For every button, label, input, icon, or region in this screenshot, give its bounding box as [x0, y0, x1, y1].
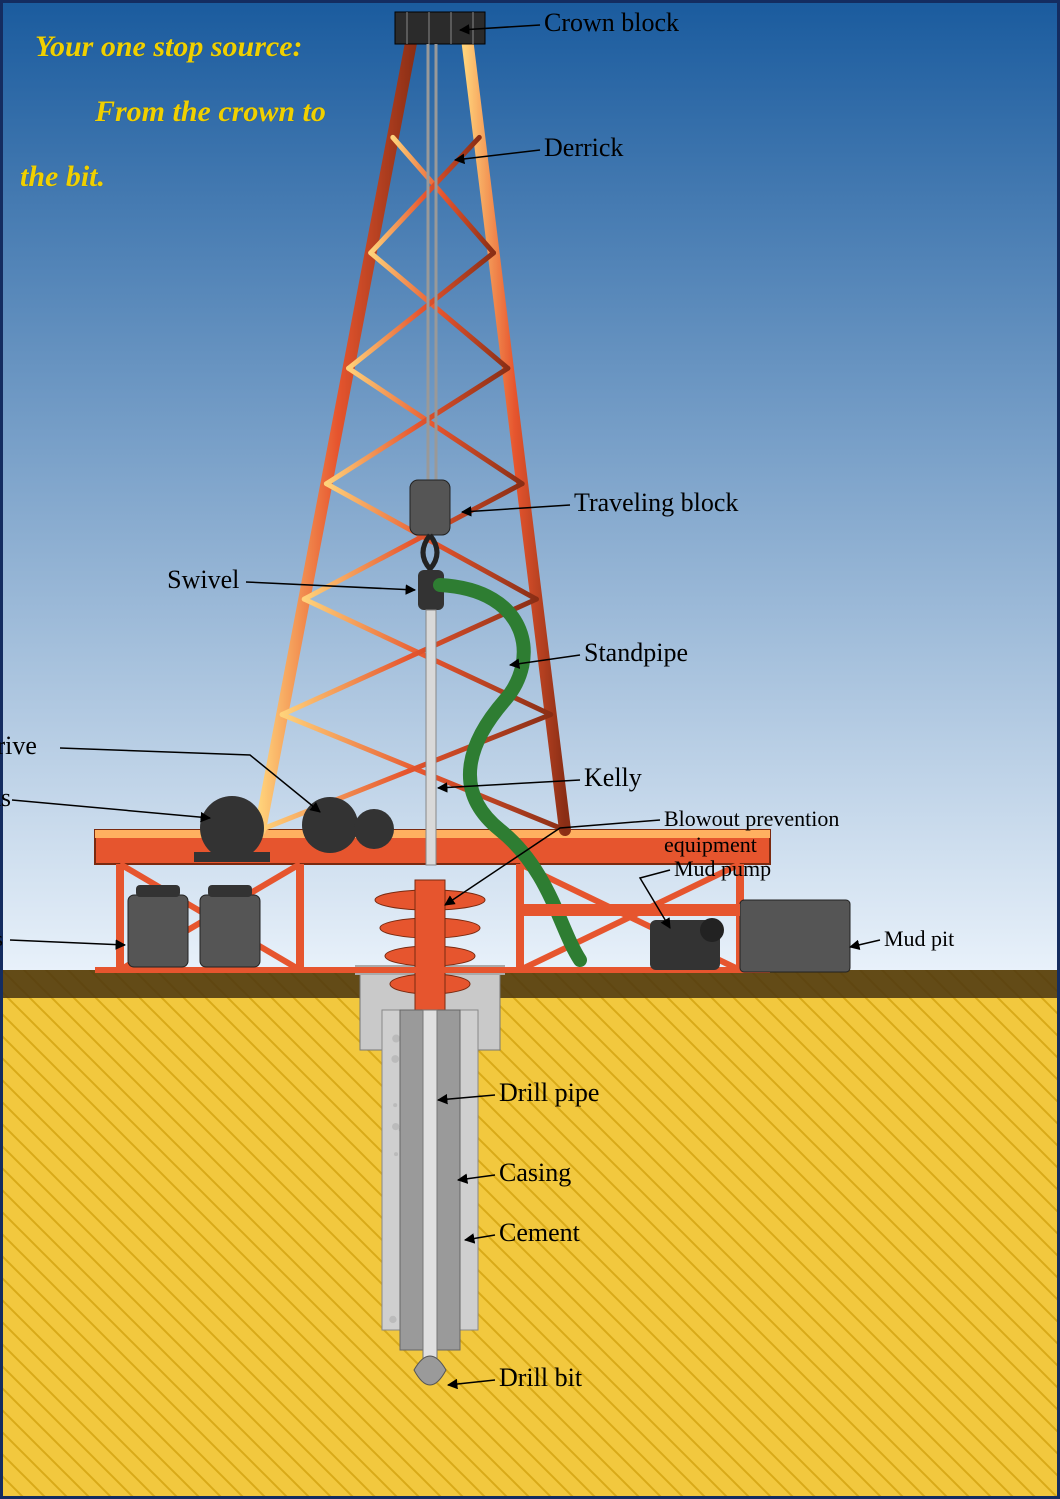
tagline-line-1: From the crown to [95, 95, 326, 129]
label-swivel: Swivel [167, 565, 239, 595]
label-casing: Casing [499, 1158, 571, 1188]
tagline-line-2: the bit. [20, 160, 105, 194]
label-standpipe: Standpipe [584, 638, 688, 668]
label-engines: Engines [0, 926, 3, 952]
label-mud-pump: Mud pump [674, 856, 771, 882]
label-drill-pipe: Drill pipe [499, 1078, 599, 1108]
label-rotary-drive: Rotary drive [0, 731, 37, 761]
label-drill-bit: Drill bit [499, 1363, 582, 1393]
diagram-canvas [0, 0, 1060, 1499]
label-bop: Blowout prevention equipment [664, 806, 839, 858]
label-crown-block: Crown block [544, 8, 679, 38]
drilling-rig-diagram: Crown block Derrick Traveling block Swivel S… [0, 0, 1060, 1499]
label-mud-pit: Mud pit [884, 926, 954, 952]
label-kelly: Kelly [584, 763, 642, 793]
label-draw-works: Draw works [0, 783, 11, 813]
label-derrick: Derrick [544, 133, 623, 163]
label-traveling-block: Traveling block [574, 488, 738, 518]
tagline-line-0: Your one stop source: [35, 30, 303, 64]
label-cement: Cement [499, 1218, 580, 1248]
